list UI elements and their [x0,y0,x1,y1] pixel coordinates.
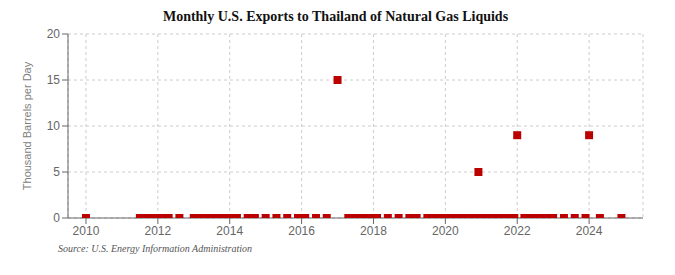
svg-text:5: 5 [53,165,60,179]
svg-text:2022: 2022 [504,224,531,238]
svg-text:2020: 2020 [432,224,459,238]
svg-text:0: 0 [53,211,60,225]
svg-text:2016: 2016 [288,224,315,238]
svg-text:20: 20 [47,27,61,41]
html-text:Source: U.S. Energy Informatio: Source: U.S. Energy Information Administ… [58,243,253,254]
svg-text:10: 10 [47,119,61,133]
svg-text:2012: 2012 [144,224,171,238]
svg-text:2010: 2010 [73,224,100,238]
svg-text:2018: 2018 [360,224,387,238]
svg-text:Thousand Barrels per Day: Thousand Barrels per Day [21,61,33,190]
svg-text:15: 15 [47,73,61,87]
html-text:Monthly U.S. Exports to Thaila: Monthly U.S. Exports to Thailand of Natu… [162,9,509,24]
svg-text:2024: 2024 [576,224,603,238]
svg-text:2014: 2014 [216,224,243,238]
